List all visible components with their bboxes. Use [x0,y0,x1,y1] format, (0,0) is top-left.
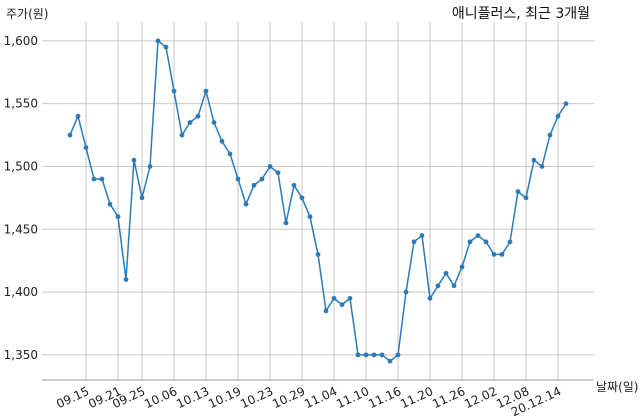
grid-lines [42,22,594,380]
price-point [99,176,105,182]
x-tick-labels: 09.1509.2109.2510.0610.1310.1910.2310.29… [54,384,563,419]
price-point [139,195,145,201]
y-axis-title: 주가(원) [6,7,48,21]
price-point [451,283,457,289]
y-tick-label: 1,350 [4,348,38,362]
price-line [69,40,567,362]
price-point [291,182,297,188]
x-tick-label: 10.06 [142,384,179,411]
price-point [187,120,193,125]
price-point [363,352,369,358]
price-point [115,214,121,220]
price-point [483,239,489,245]
price-point [411,239,417,245]
y-tick-label: 1,500 [4,159,38,173]
price-point [235,176,241,182]
y-tick-labels: 1,350 1,400 1,450 1,500 1,550 1,600 [4,34,38,362]
price-point [475,233,481,238]
x-tick-label: 10.13 [174,384,211,411]
price-point [491,251,497,257]
price-series [67,38,569,364]
price-point [219,138,225,144]
price-point [147,164,153,169]
price-point [315,251,321,257]
price-point [339,302,345,308]
price-point [211,120,217,125]
price-point [555,113,561,119]
price-point [323,308,329,314]
price-point [443,270,449,276]
price-point [123,277,129,282]
price-point [299,195,305,201]
price-point [131,157,137,163]
price-point [563,101,569,107]
price-point [355,352,361,358]
x-tick-label: 10.19 [206,384,243,411]
price-point [275,170,281,176]
price-point [163,44,169,50]
price-point [283,220,289,226]
price-point [259,176,265,182]
x-axis-title: 날짜(일) [596,380,638,394]
x-tick-label: 11.20 [398,384,435,411]
x-tick-label: 11.04 [302,384,339,411]
x-tick-label: 12.02 [462,384,499,411]
y-tick-label: 1,450 [4,222,38,236]
x-tick-label: 11.26 [430,384,467,411]
x-tick-label: 11.10 [334,384,371,411]
price-point [67,132,73,138]
price-point [91,176,97,182]
y-tick-label: 1,600 [4,34,38,48]
price-point [155,38,161,44]
price-point [171,88,177,94]
price-point [539,164,545,169]
price-point [243,201,249,207]
x-tick-label: 11.16 [366,384,403,411]
price-point [331,295,337,301]
price-point [467,239,473,245]
price-point [203,88,209,94]
price-point [75,113,81,119]
price-point [347,295,353,301]
x-tick-label: 09.15 [54,384,91,411]
price-point [195,113,201,119]
price-point [419,233,425,238]
x-tick-label: 10.29 [270,384,307,411]
y-tick-label: 1,550 [4,97,38,111]
price-point [435,283,441,289]
price-point [107,201,113,207]
price-point [427,295,433,301]
price-point [499,251,505,257]
y-tick-label: 1,400 [4,285,38,299]
price-point [515,189,521,194]
price-point [379,352,385,358]
chart-title: 애니플러스, 최근 3개월 [452,6,590,22]
price-point [507,239,513,245]
price-point [179,132,185,138]
x-tick-label: 10.23 [238,384,275,411]
price-point [531,157,537,163]
price-point [459,264,465,270]
price-point [251,182,257,188]
price-point [403,289,409,295]
price-point [307,214,313,220]
price-point [371,352,377,358]
price-point [387,358,393,364]
price-point [523,195,529,201]
price-point [395,352,401,358]
price-point [267,164,273,169]
price-point [547,132,553,138]
price-point [227,151,233,157]
price-point [83,145,89,151]
